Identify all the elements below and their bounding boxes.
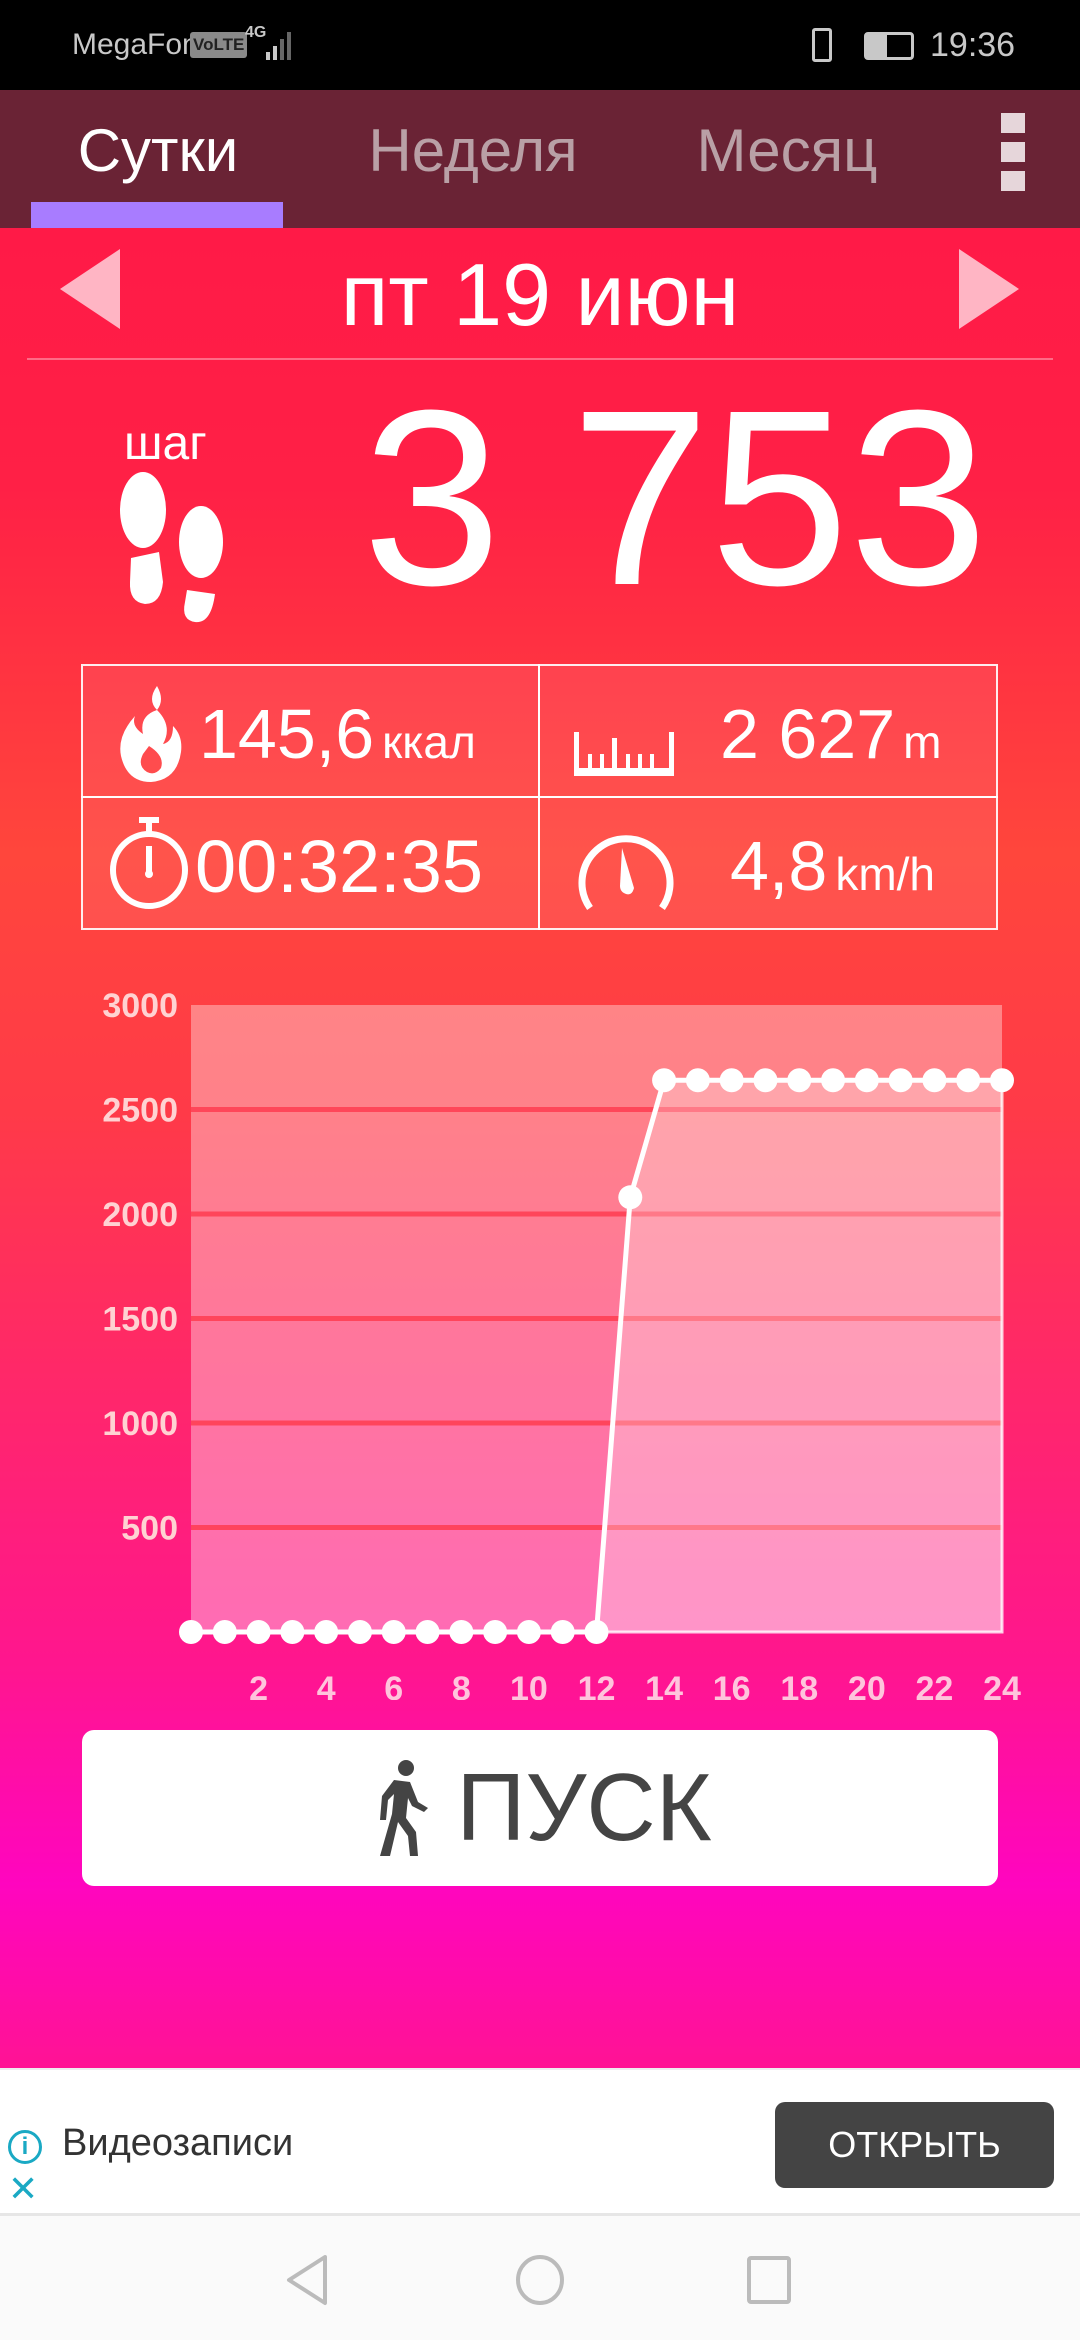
clock: 19:36	[930, 26, 1016, 64]
data-point	[584, 1620, 609, 1644]
fire-icon	[120, 686, 182, 782]
divider	[27, 358, 1053, 360]
data-point	[652, 1068, 677, 1093]
distance-unit: m	[903, 716, 942, 768]
volte-badge: VoLTE	[190, 32, 248, 58]
x-tick-label: 8	[452, 1670, 471, 1700]
y-tick-label: 3000	[102, 987, 178, 1025]
signal-icon	[262, 30, 296, 60]
footprints-icon	[120, 472, 223, 623]
distance-cell: 2 627 m	[538, 664, 998, 798]
data-point	[956, 1068, 981, 1093]
next-day-arrow-icon[interactable]	[959, 249, 1019, 329]
x-tick-label: 22	[916, 1670, 954, 1700]
duration-cell: 00:32:35	[81, 796, 540, 930]
calories-cell: 145,6 ккал	[81, 664, 540, 798]
speed-cell: 4,8 km/h	[538, 796, 998, 930]
ruler-icon	[574, 732, 674, 776]
navigation-bar	[0, 2216, 1080, 2340]
info-icon[interactable]: i	[8, 2130, 42, 2164]
start-button-label: ПУСК	[456, 1754, 712, 1861]
data-point	[280, 1620, 305, 1644]
overflow-menu-icon[interactable]	[1001, 113, 1025, 191]
distance-value: 2 627	[720, 695, 896, 773]
main-content: пт 19 июн шаг 3 753 145,6 ккал 2 627 m 00:…	[0, 228, 1080, 2068]
x-tick-label: 4	[317, 1670, 336, 1700]
data-point	[719, 1068, 744, 1093]
series-area	[594, 1078, 1004, 1634]
duration-value: 00:32:35	[195, 825, 484, 908]
data-point	[212, 1620, 237, 1644]
data-point	[888, 1068, 913, 1093]
date-label: пт 19 июн	[340, 245, 740, 344]
data-point	[415, 1620, 440, 1644]
data-point	[381, 1620, 406, 1644]
calories-value: 145,6	[199, 695, 375, 773]
previous-day-arrow-icon[interactable]	[60, 249, 120, 329]
steps-count: 3 753	[362, 358, 988, 637]
ad-banner: i ✕ Видеозаписи ОТКРЫТЬ	[0, 2068, 1080, 2216]
data-point	[516, 1620, 541, 1644]
x-tick-label: 18	[780, 1670, 818, 1700]
data-point	[550, 1620, 575, 1644]
recents-icon[interactable]	[747, 2256, 791, 2304]
x-tick-label: 20	[848, 1670, 886, 1700]
data-point	[246, 1620, 271, 1644]
battery-icon	[864, 32, 914, 60]
data-point	[483, 1620, 508, 1644]
x-tick-label: 16	[713, 1670, 751, 1700]
data-point	[821, 1068, 846, 1093]
y-tick-label: 500	[121, 1510, 178, 1548]
y-tick-label: 2500	[102, 1092, 178, 1130]
steps-label: шаг	[124, 417, 207, 470]
data-point	[685, 1068, 710, 1093]
x-tick-label: 14	[645, 1670, 683, 1700]
network-type: 4G	[245, 24, 267, 41]
data-point	[753, 1068, 778, 1093]
data-point	[854, 1068, 879, 1093]
speed-unit: km/h	[835, 848, 935, 900]
tab-day[interactable]: Сутки	[77, 117, 239, 184]
data-point	[179, 1620, 203, 1644]
stopwatch-icon	[110, 817, 188, 909]
speedometer-icon	[578, 835, 674, 911]
data-point	[314, 1620, 339, 1644]
data-point	[787, 1068, 812, 1093]
y-tick-label: 1500	[102, 1301, 178, 1339]
walking-person-icon	[380, 1760, 429, 1856]
carrier-name: MegaFon	[72, 28, 199, 61]
tab-indicator	[31, 202, 283, 228]
x-tick-label: 12	[578, 1670, 616, 1700]
close-ad-icon[interactable]: ✕	[8, 2168, 39, 2209]
data-point	[990, 1068, 1014, 1093]
data-point	[347, 1620, 372, 1644]
ad-open-button[interactable]: ОТКРЫТЬ	[775, 2102, 1054, 2188]
tab-month[interactable]: Месяц	[696, 117, 878, 184]
data-point	[922, 1068, 947, 1093]
x-tick-label: 6	[384, 1670, 403, 1700]
tab-week[interactable]: Неделя	[368, 117, 578, 184]
start-button[interactable]: ПУСК	[82, 1730, 998, 1886]
speed-value: 4,8	[730, 827, 828, 905]
status-bar: MegaFon VoLTE 4G 19:36	[0, 0, 1080, 90]
y-tick-label: 1000	[102, 1405, 178, 1443]
vibrate-icon	[812, 28, 832, 62]
data-point	[449, 1620, 474, 1644]
back-icon[interactable]	[285, 2254, 331, 2306]
x-tick-label: 24	[983, 1670, 1021, 1700]
x-tick-label: 2	[249, 1670, 268, 1700]
data-point	[618, 1185, 643, 1210]
tab-bar: Сутки Неделя Месяц	[0, 90, 1080, 228]
ad-title: Видеозаписи	[62, 2122, 294, 2164]
x-tick-label: 10	[510, 1670, 548, 1700]
y-tick-label: 2000	[102, 1196, 178, 1234]
home-icon[interactable]	[515, 2254, 565, 2306]
calories-unit: ккал	[382, 716, 476, 768]
